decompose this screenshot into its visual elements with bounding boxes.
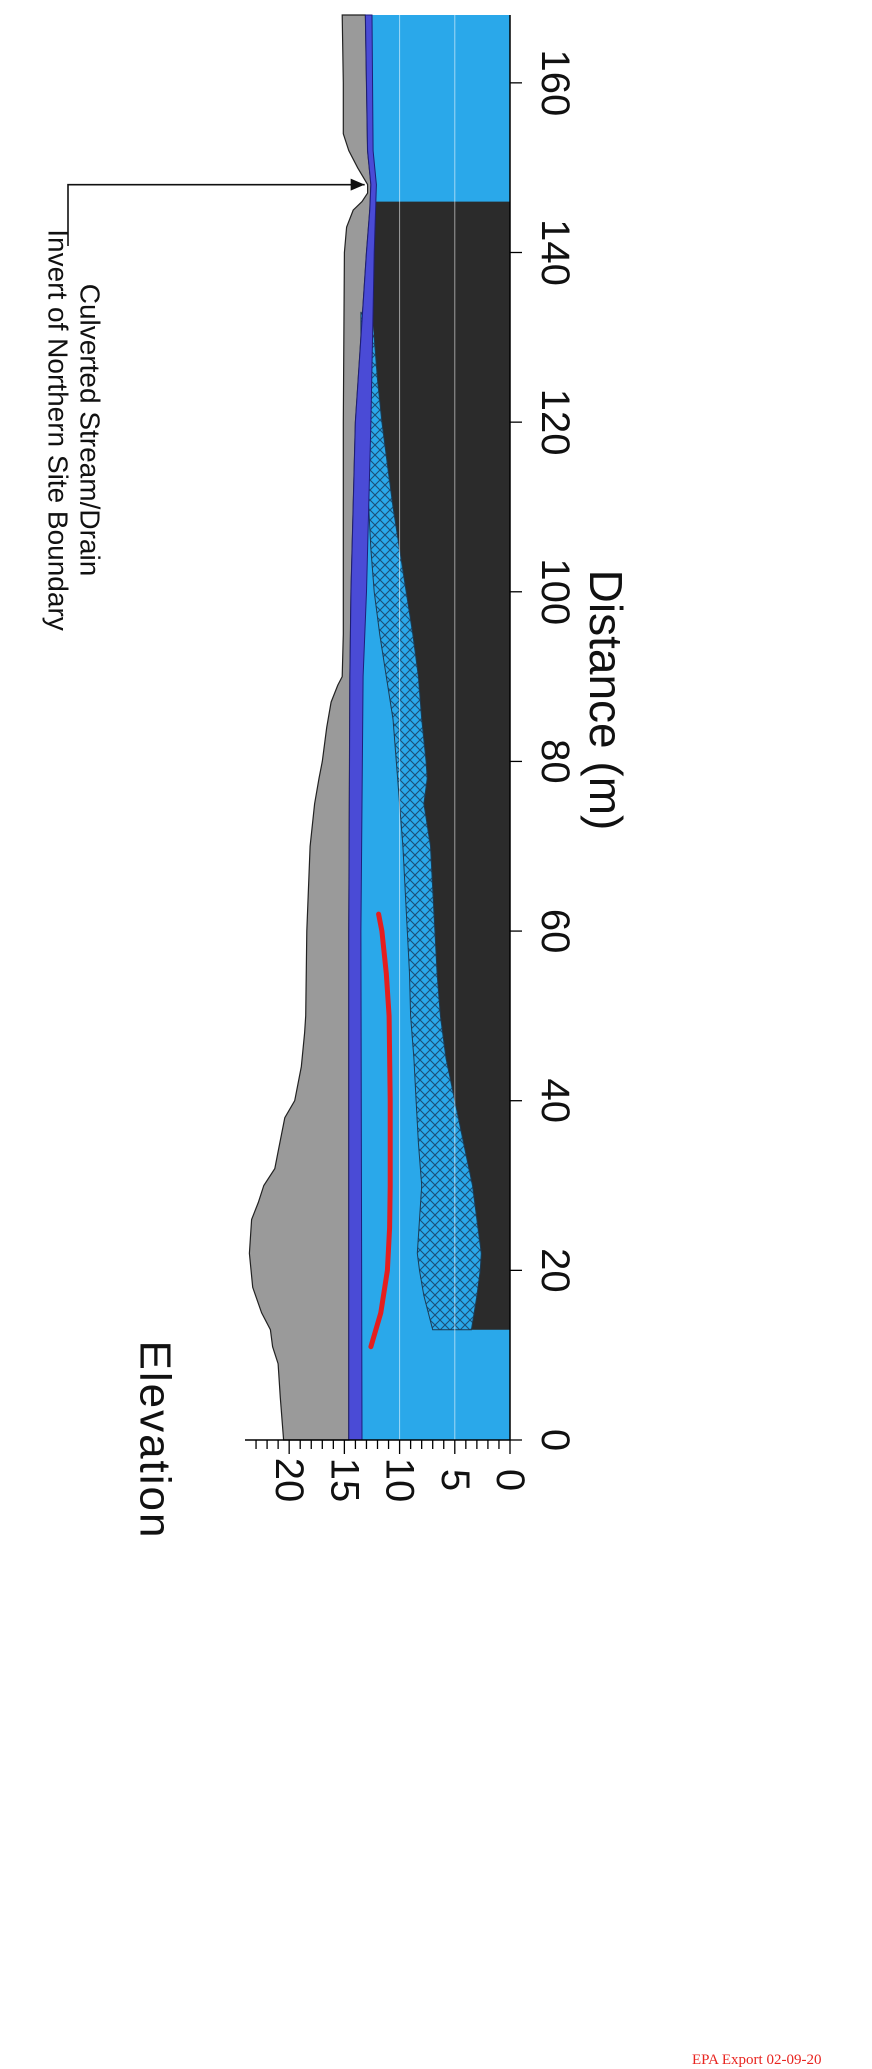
plot-area [248, 14, 510, 1441]
footer-text: EPA Export 02-09-20 [692, 2052, 822, 2068]
elevation-tick-label: 20 [267, 1458, 311, 1503]
elevation-tick-label: 5 [433, 1469, 477, 1491]
bedrock-layer [369, 201, 510, 1330]
elevation-tick-label: 0 [488, 1469, 532, 1491]
distance-tick-label: 60 [533, 909, 577, 954]
annotation-leader-line [67, 183, 365, 246]
hatched-unit-layer [360, 311, 482, 1331]
annotation-text: Culverted Stream/Drain [75, 284, 106, 577]
water-table-layer [348, 14, 377, 1441]
distance-tick-label: 120 [533, 389, 577, 456]
distance-tick-label: 20 [533, 1248, 577, 1293]
distance-tick-label: 80 [533, 739, 577, 784]
distance-tick-label: 0 [533, 1429, 577, 1451]
annotation-arrowhead [350, 178, 365, 191]
elevation-tick-label: 15 [322, 1458, 366, 1503]
annotation: Invert of Northern Site Boundary Culverte… [43, 178, 365, 631]
y-axis-title: Elevation [131, 1340, 180, 1539]
measured-trace-line [368, 911, 393, 1350]
distance-tick-label: 100 [533, 558, 577, 625]
distance-tick-label: 40 [533, 1078, 577, 1123]
annotation-text: Invert of Northern Site Boundary [43, 229, 74, 631]
distance-tick-label: 160 [533, 49, 577, 116]
distance-tick-label: 140 [533, 219, 577, 286]
elevation-tick-label: 10 [378, 1458, 422, 1503]
x-axis-title: Distance (m) [580, 570, 632, 831]
